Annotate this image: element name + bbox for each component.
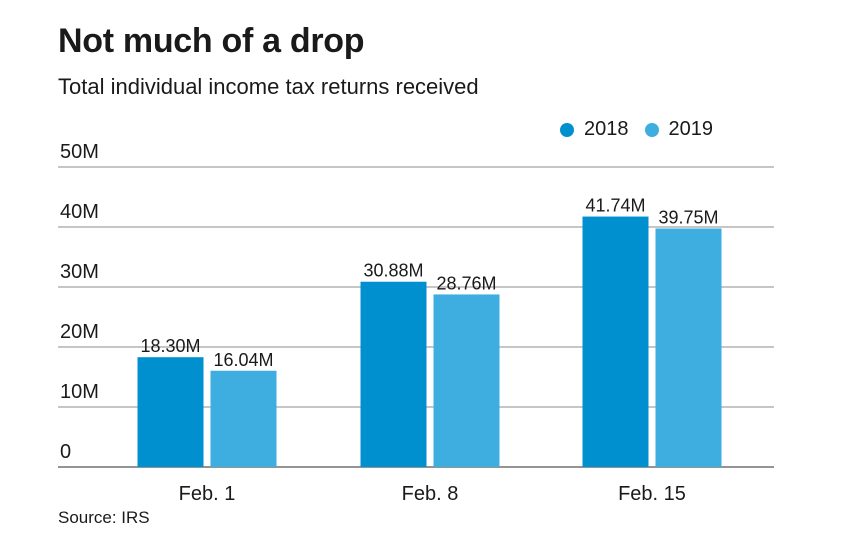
x-tick-label: Feb. 15 [618,483,686,505]
x-tick-label: Feb. 1 [179,483,236,505]
y-tick-label: 50M [60,141,99,163]
bar-2019-1 [434,294,500,467]
x-tick-label: Feb. 8 [402,483,459,505]
y-tick-label: 10M [60,381,99,403]
bar-2018-2 [583,217,649,467]
data-label: 18.30M [140,336,200,356]
bar-2019-0 [211,371,277,467]
y-tick-label: 20M [60,321,99,343]
source-note: Source: IRS [58,508,150,528]
bar-2018-0 [138,357,204,467]
bar-2019-2 [656,229,722,468]
data-label: 41.74M [585,196,645,216]
y-tick-label: 40M [60,201,99,223]
data-label: 30.88M [363,261,423,281]
y-tick-label: 0 [60,441,71,463]
y-tick-label: 30M [60,261,99,283]
data-label: 28.76M [436,273,496,293]
data-label: 16.04M [213,350,273,370]
data-label: 39.75M [658,208,718,228]
bar-2018-1 [361,282,427,467]
bar-chart: 0 10M 20M 30M 40M 50M 18.30M 16.04M Feb. 1 30.88M… [0,0,844,550]
